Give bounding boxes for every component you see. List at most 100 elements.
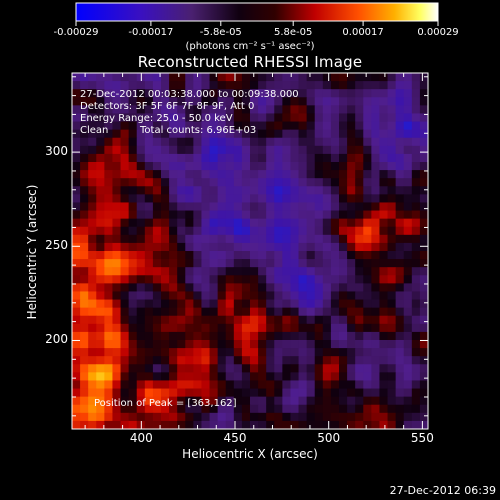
heatmap-cell	[201, 299, 210, 309]
heatmap-cell	[88, 105, 97, 114]
heatmap-cell	[387, 186, 397, 195]
heatmap-cell	[298, 242, 308, 252]
heatmap-cell	[233, 234, 243, 244]
heatmap-cell	[419, 323, 429, 333]
heatmap-cell	[80, 210, 89, 220]
heatmap-cell	[290, 388, 299, 398]
heatmap-cell	[330, 137, 340, 147]
heatmap-cell	[136, 210, 146, 220]
heatmap-cell	[161, 113, 170, 122]
heatmap-cell	[355, 121, 364, 131]
heatmap-cell	[201, 113, 210, 122]
heatmap-cell	[355, 259, 364, 268]
heatmap-cell	[112, 113, 121, 122]
heatmap-cell	[152, 307, 162, 317]
heatmap-cell	[387, 315, 397, 325]
heatmap-cell	[339, 291, 348, 300]
heatmap-cell	[258, 315, 267, 325]
heatmap-cell	[355, 218, 364, 228]
heatmap-cell	[80, 283, 89, 292]
heatmap-cell	[80, 97, 89, 106]
heatmap-cell	[193, 396, 202, 406]
heatmap-cell	[96, 364, 105, 373]
heatmap-cell	[298, 105, 308, 114]
heatmap-cell	[193, 226, 202, 236]
heatmap-cell	[209, 323, 219, 333]
heatmap-cell	[112, 202, 121, 211]
heatmap-cell	[80, 186, 89, 195]
heatmap-cell	[258, 380, 267, 389]
heatmap-cell	[112, 145, 121, 155]
heatmap-cell	[282, 242, 291, 252]
heatmap-cell	[298, 412, 308, 422]
heatmap-cell	[209, 388, 219, 398]
heatmap-cell	[387, 259, 397, 268]
heatmap-cell	[290, 137, 299, 147]
heatmap-cell	[339, 356, 348, 365]
heatmap-cell	[136, 186, 146, 195]
heatmap-cell	[136, 89, 146, 98]
heatmap-cell	[379, 291, 388, 300]
heatmap-cell	[290, 226, 299, 236]
heatmap-cell	[233, 105, 243, 114]
heatmap-cell	[104, 331, 113, 341]
heatmap-cell	[355, 283, 364, 292]
heatmap-cell	[193, 121, 202, 131]
heatmap-cell	[274, 145, 283, 155]
heatmap-cell	[152, 202, 162, 211]
heatmap-cell	[355, 73, 364, 82]
heatmap-cell	[266, 307, 275, 317]
heatmap-cell	[112, 340, 121, 349]
heatmap-cell	[250, 275, 259, 284]
heatmap-cell	[152, 259, 162, 268]
heatmap-cell	[387, 404, 397, 414]
heatmap-cell	[112, 372, 121, 381]
heatmap-cell	[306, 186, 316, 195]
heatmap-cell	[72, 259, 81, 268]
heatmap-cell	[355, 129, 364, 139]
heatmap-cell	[250, 331, 259, 341]
heatmap-cell	[169, 170, 178, 179]
heatmap-cell	[339, 145, 348, 155]
heatmap-cell	[177, 178, 186, 187]
heatmap-cell	[120, 331, 130, 341]
heatmap-cell	[161, 299, 170, 309]
heatmap-cell	[241, 81, 251, 90]
heatmap-cell	[322, 372, 332, 381]
heatmap-cell	[128, 121, 138, 131]
heatmap-cell	[379, 218, 388, 228]
heatmap-cell	[339, 299, 348, 309]
heatmap-cell	[379, 372, 388, 381]
heatmap-cell	[403, 113, 413, 122]
heatmap-cell	[379, 153, 388, 163]
heatmap-cell	[282, 113, 291, 122]
heatmap-cell	[419, 283, 429, 292]
heatmap-cell	[266, 251, 275, 260]
heatmap-cell	[379, 194, 388, 203]
heatmap-cell	[201, 89, 210, 98]
heatmap-cell	[355, 202, 364, 211]
heatmap-cell	[419, 299, 429, 309]
heatmap-cell	[225, 81, 235, 90]
heatmap-cell	[88, 412, 97, 422]
heatmap-cell	[258, 170, 267, 179]
heatmap-cell	[128, 259, 138, 268]
heatmap-cell	[330, 388, 340, 398]
heatmap-cell	[250, 81, 259, 90]
heatmap-cell	[339, 218, 348, 228]
heatmap-cell	[266, 129, 275, 139]
heatmap-cell	[274, 348, 283, 357]
heatmap-cell	[330, 299, 340, 309]
heatmap-cell	[282, 340, 291, 349]
heatmap-cell	[282, 145, 291, 155]
heatmap-cell	[330, 348, 340, 357]
heatmap-cell	[112, 129, 121, 139]
heatmap-cell	[322, 170, 332, 179]
heatmap-cell	[314, 162, 324, 171]
heatmap-cell	[104, 251, 113, 260]
heatmap-cell	[363, 170, 372, 179]
heatmap-cell	[363, 202, 372, 211]
heatmap-cell	[395, 323, 405, 333]
heatmap-cell	[241, 267, 251, 276]
heatmap-cell	[419, 242, 429, 252]
